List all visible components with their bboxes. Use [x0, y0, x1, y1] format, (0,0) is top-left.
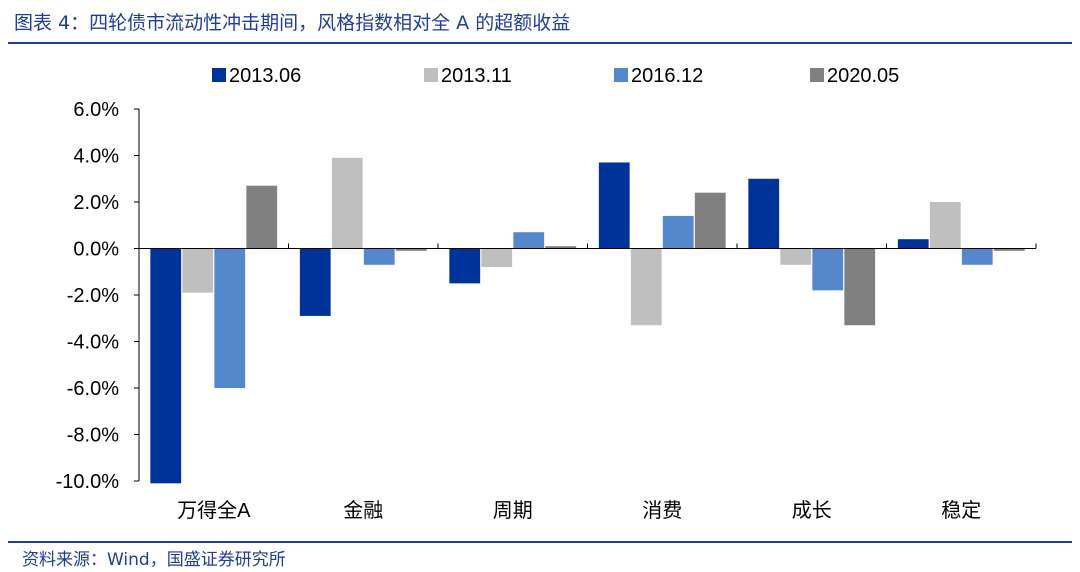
legend-label: 2016.12: [631, 65, 703, 87]
x-tick-label: 周期: [493, 500, 533, 522]
bar-2013-11: [331, 157, 363, 249]
legend-swatch: [424, 68, 438, 82]
legend-swatch: [810, 68, 824, 82]
y-tick-label: -6.0%: [67, 378, 119, 400]
source-divider: [8, 541, 1072, 543]
bar-2020-05: [545, 246, 577, 249]
y-tick-label: 6.0%: [73, 99, 119, 121]
bar-chart: 2013.06 2013.11 2016.12 2020.05 6.0% 4.0% 2.0…: [56, 65, 1037, 522]
chart-legend: 2013.06 2013.11 2016.12 2020.05: [212, 65, 899, 87]
legend-label: 2013.06: [229, 65, 301, 87]
bar-2020-05: [694, 192, 726, 249]
bar-2013-06: [748, 178, 780, 249]
title-divider: [8, 42, 1072, 44]
x-tick-label: 成长: [792, 499, 832, 522]
bar-2013-11: [481, 248, 513, 268]
y-tick-label: -4.0%: [67, 332, 119, 354]
legend-label: 2020.05: [827, 65, 899, 87]
y-axis: 6.0% 4.0% 2.0% 0.0% -2.0% -4.0% -6.0% -8.0% -10.…: [56, 99, 140, 493]
bar-2013-11: [929, 202, 961, 249]
bar-2016-12: [513, 232, 545, 249]
x-axis: 万得全A 金融 周期 消费 成长 稳定: [138, 243, 1037, 522]
bar-2016-12: [662, 215, 694, 249]
bar-2020-05: [246, 185, 278, 249]
bar-2013-06: [449, 248, 481, 284]
y-tick-label: 4.0%: [73, 146, 119, 168]
bar-2013-06: [150, 248, 182, 484]
bar-2013-11: [630, 248, 662, 326]
bar-2013-11: [182, 248, 214, 293]
figure-header: 图表 4：四轮债市流动性冲击期间，风格指数相对全 A 的超额收益: [0, 0, 1080, 44]
bar-2016-12: [961, 248, 993, 265]
bar-2013-06: [299, 248, 331, 316]
bar-2013-06: [598, 162, 630, 249]
legend-swatch: [614, 68, 628, 82]
figure-title: 图表 4：四轮债市流动性冲击期间，风格指数相对全 A 的超额收益: [14, 12, 571, 34]
bar-2020-05: [395, 248, 427, 251]
legend-label: 2013.11: [441, 65, 512, 87]
y-tick-label: 0.0%: [73, 239, 119, 261]
y-tick-label: 2.0%: [73, 192, 119, 214]
y-tick-label: -10.0%: [56, 471, 120, 493]
x-tick-label: 金融: [343, 499, 383, 522]
bar-series: [150, 157, 1025, 484]
bar-2016-12: [214, 248, 246, 388]
bar-2013-11: [780, 248, 812, 265]
figure-source: 资料来源：Wind，国盛证券研究所: [22, 550, 286, 570]
bar-2020-05: [993, 248, 1025, 251]
y-tick-label: -8.0%: [67, 425, 119, 447]
legend-swatch: [212, 68, 226, 82]
x-tick-label: 万得全A: [177, 499, 251, 522]
bar-2016-12: [812, 248, 844, 291]
y-tick-label: -2.0%: [67, 285, 119, 307]
bar-2013-06: [897, 239, 929, 249]
bar-2016-12: [363, 248, 395, 265]
x-tick-label: 稳定: [941, 499, 981, 522]
bar-2020-05: [844, 248, 876, 326]
x-tick-label: 消费: [642, 499, 682, 522]
